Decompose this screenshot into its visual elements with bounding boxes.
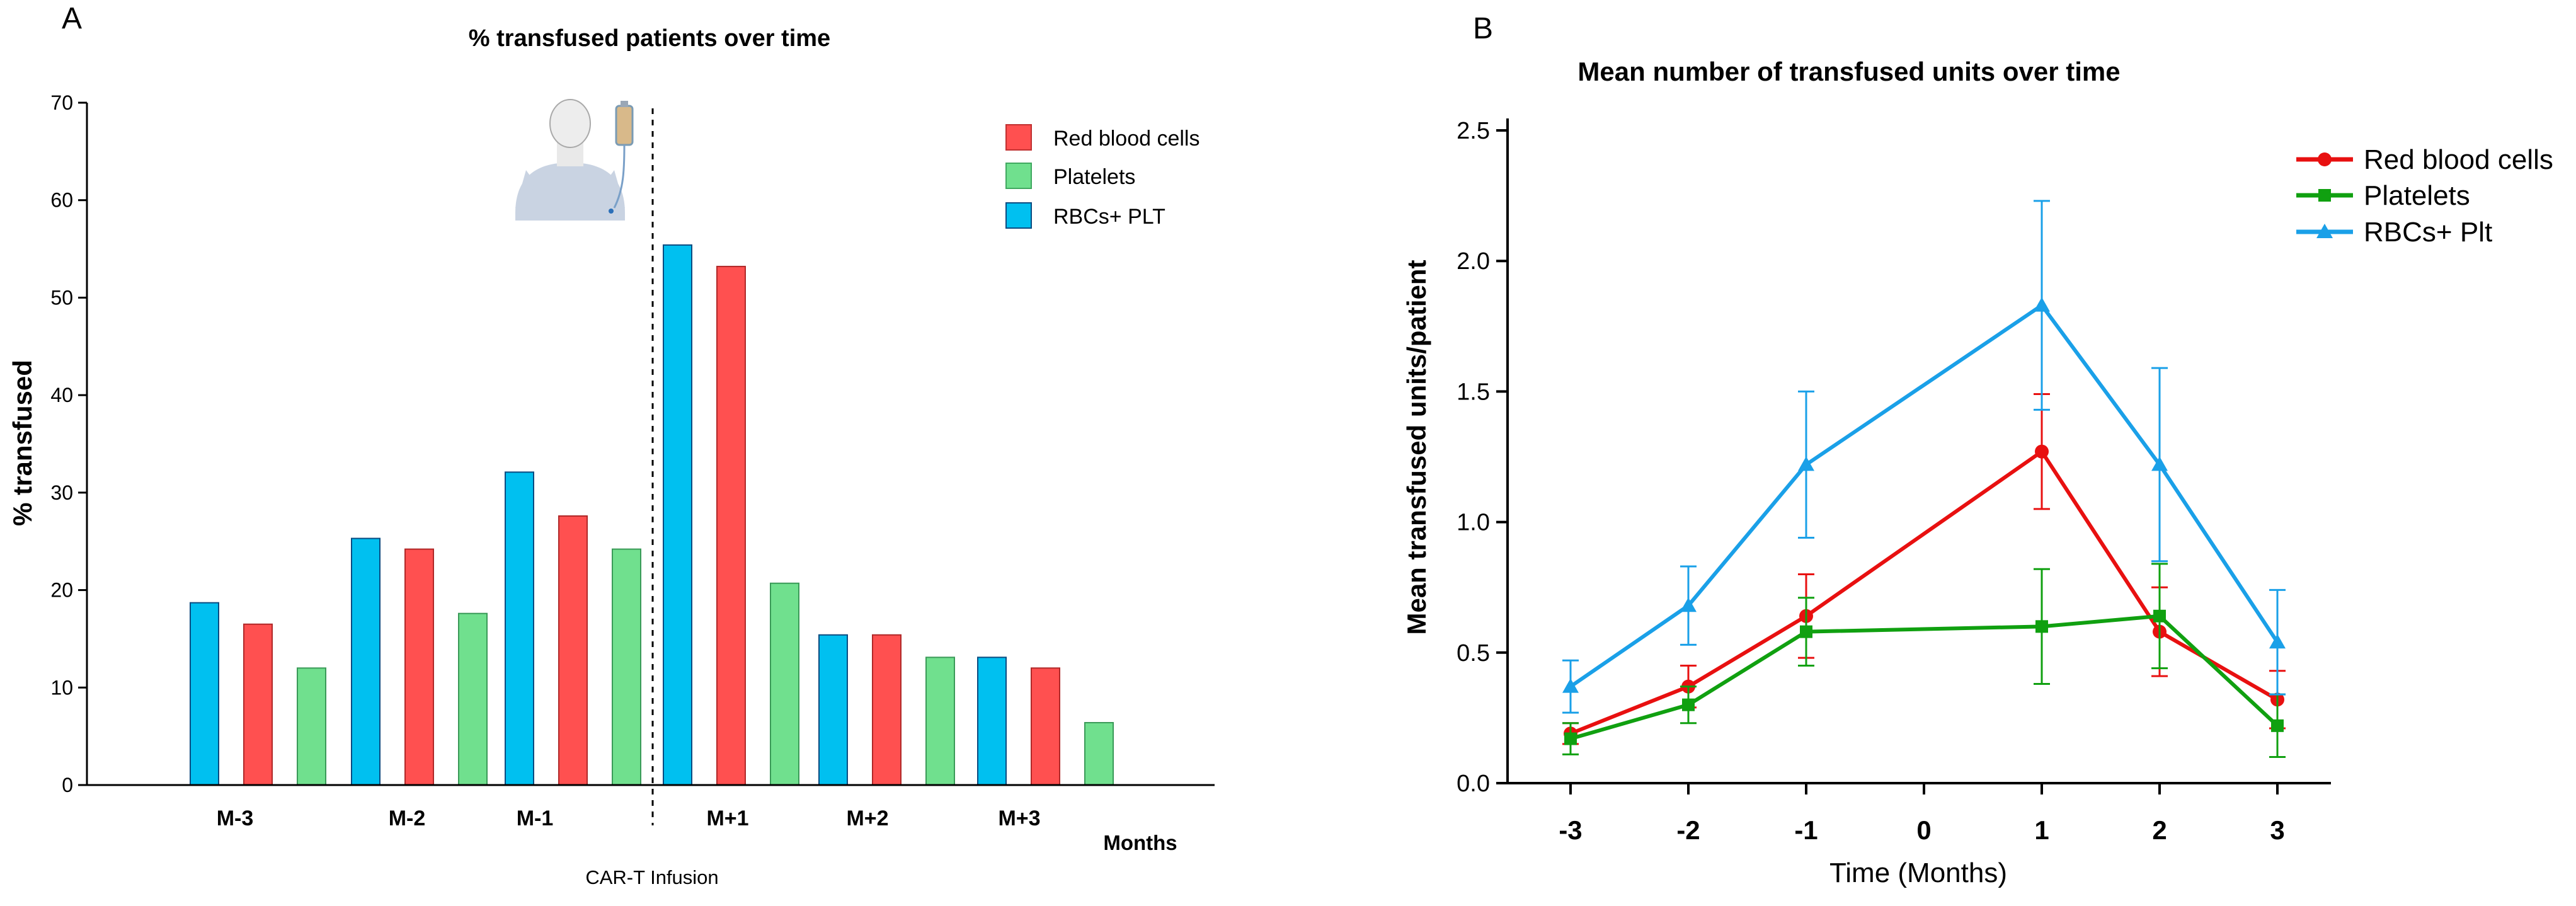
bar-m-3-platelets (1084, 721, 1114, 786)
chart-a-ytick-label: 60 (50, 189, 73, 212)
chart-b-ytick-label: 1.5 (1457, 379, 1490, 405)
bar-m-1-red-blood-cells (558, 515, 588, 786)
chart-b-xtick-label: -2 (1676, 815, 1700, 845)
point-platelets (1564, 732, 1577, 745)
chart-a-title: % transfused patients over time (469, 25, 830, 52)
legend-b-label-rbcs-plt: RBCs+ Plt (2364, 217, 2492, 248)
bar-m-3-red-blood-cells (243, 623, 273, 786)
bar-m-2-rbcs-plt (351, 537, 381, 786)
chart-a-legend: Red blood cells Platelets RBCs+ PLT (1005, 124, 1199, 229)
chart-b-xtick-label: -3 (1559, 815, 1582, 845)
bar-m-2-platelets (925, 657, 955, 786)
bar-m-2-red-blood-cells (404, 548, 434, 786)
legend-label-platelets: Platelets (1053, 165, 1135, 189)
patient-transfusion-illustration (515, 99, 634, 221)
chart-b-xtick-label: 0 (1916, 815, 1931, 845)
point-rbcs-plt (2269, 634, 2286, 649)
point-red-blood-cells (2153, 624, 2167, 639)
chart-b-xtick-label: 3 (2270, 815, 2284, 845)
chart-a-ytick-label: 70 (50, 91, 73, 114)
bar-m-2-rbcs-plt (818, 634, 848, 786)
chart-b-title: Mean number of transfused units over tim… (1577, 57, 2120, 86)
chart-a-ytick-label: 0 (62, 774, 73, 796)
chart-b-ytick-label: 0.0 (1457, 771, 1490, 797)
point-platelets (2035, 620, 2048, 633)
legend-marker-platelets (2318, 189, 2331, 202)
chart-a-ylabel: % transfused (8, 360, 37, 526)
legend-marker-rbcs-plt (2316, 224, 2333, 238)
legend-swatch-red-blood-cells (1005, 124, 1032, 151)
point-rbcs-plt (1798, 456, 1814, 471)
chart-b-xtick-label: 1 (2034, 815, 2049, 845)
panel-a-label: A (62, 2, 83, 35)
point-platelets (2153, 609, 2166, 622)
chart-b-legend: Red blood cells Platelets RBCs+ Plt (2296, 144, 2553, 248)
bar-m-1-red-blood-cells (716, 265, 746, 786)
chart-a-ytick-label: 40 (50, 384, 73, 406)
bar-m-3-red-blood-cells (1031, 667, 1060, 786)
point-platelets (2271, 719, 2284, 732)
legend-swatch-platelets (1005, 163, 1032, 189)
chart-b-ytick-label: 0.5 (1457, 640, 1490, 667)
bar-m-1-rbcs-plt (505, 471, 534, 786)
legend-label-red-blood-cells: Red blood cells (1053, 127, 1199, 151)
bar-chart-transfused-patients: % transfused patients over time % transf… (8, 25, 1215, 888)
legend-b-label-red-blood-cells: Red blood cells (2364, 144, 2553, 175)
legend-label-rbcs-plt: RBCs+ PLT (1053, 205, 1165, 229)
chart-b-xtick-label: -1 (1794, 815, 1818, 845)
bar-m-3-rbcs-plt (977, 657, 1007, 786)
point-platelets (1800, 625, 1812, 638)
chart-b-ytick-label: 2.5 (1457, 118, 1490, 144)
chart-b-ytick-label: 2.0 (1457, 248, 1490, 275)
bar-m-3-platelets (297, 667, 326, 786)
point-rbcs-plt (2034, 297, 2050, 312)
point-red-blood-cells (2270, 692, 2284, 707)
chart-a-category-label-m-2: M-2 (389, 806, 426, 830)
point-platelets (1682, 698, 1695, 711)
chart-a-ytick-label: 50 (50, 286, 73, 309)
chart-a-xlabel: Months (1103, 831, 1177, 854)
chart-a-ytick-label: 30 (50, 481, 73, 504)
chart-a-category-label-m-3: M-3 (217, 806, 254, 830)
point-red-blood-cells (1681, 679, 1695, 694)
chart-b-ylabel: Mean transfused units/patient (1402, 260, 1431, 634)
bar-m-1-platelets (770, 582, 799, 786)
chart-a-category-label-m-2: M+2 (846, 806, 888, 830)
chart-a-category-label-m-1: M+1 (706, 806, 748, 830)
chart-a-ytick-label: 20 (50, 579, 73, 602)
car-t-infusion-annotation: CAR-T Infusion (585, 866, 718, 888)
bar-m-1-rbcs-plt (663, 244, 692, 786)
point-rbcs-plt (1562, 678, 1579, 693)
point-red-blood-cells (1799, 609, 1813, 623)
point-rbcs-plt (1680, 597, 1697, 612)
legend-marker-red-blood-cells (2318, 152, 2332, 166)
legend-b-label-platelets: Platelets (2364, 180, 2470, 211)
chart-b-xtick-label: 2 (2152, 815, 2167, 845)
bar-m-1-platelets (612, 548, 641, 786)
chart-b-ytick-label: 1.0 (1457, 510, 1490, 536)
point-rbcs-plt (2151, 456, 2168, 471)
chart-a-category-label-m-3: M+3 (998, 806, 1040, 830)
chart-a-category-label-m-1: M-1 (517, 806, 554, 830)
legend-swatch-rbcs-plt (1005, 202, 1032, 229)
series-line-red-blood-cells (1569, 449, 2279, 736)
bar-m-3-rbcs-plt (190, 602, 219, 786)
series-line-platelets (1570, 614, 2279, 741)
series-line-rbcs-plt (1569, 303, 2279, 689)
bar-m-2-platelets (458, 612, 488, 786)
point-red-blood-cells (1564, 726, 1577, 741)
point-red-blood-cells (2035, 444, 2049, 459)
bar-m-2-red-blood-cells (872, 634, 902, 786)
chart-b-xlabel: Time (Months) (1829, 857, 2007, 888)
chart-a-ytick-label: 10 (50, 676, 73, 699)
panel-b-label: B (1473, 12, 1494, 45)
